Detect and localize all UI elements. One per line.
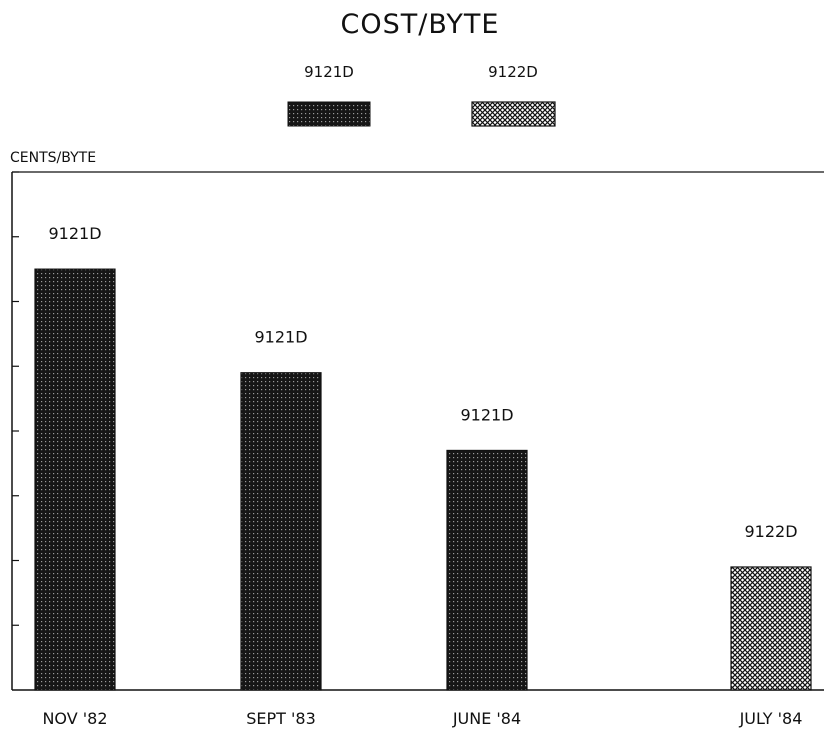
bar-labels: 9121D 9121D 9121D 9122D	[48, 224, 797, 541]
y-axis-label: CENTS/BYTE	[10, 150, 96, 166]
x-tick-label-1: NOV '82	[42, 709, 107, 728]
y-axis-ticks	[12, 171, 19, 626]
bar-1	[34, 268, 116, 691]
bar-label-3: 9121D	[460, 405, 513, 424]
bar-label-1: 9121D	[48, 224, 101, 243]
x-tick-label-3: JUNE '84	[452, 709, 521, 728]
legend-label-9121d: 9121D	[304, 63, 354, 81]
legend: 9121D 9122D	[287, 63, 556, 127]
bar-2	[240, 372, 322, 691]
x-tick-label-2: SEPT '83	[246, 709, 316, 728]
legend-swatch-9122d	[471, 101, 556, 127]
x-axis-tick-labels: NOV '82 SEPT '83 JUNE '84 JULY '84	[42, 709, 802, 728]
legend-label-9122d: 9122D	[488, 63, 538, 81]
bar-4	[730, 566, 812, 691]
plot-frame	[11, 171, 824, 691]
bar-label-4: 9122D	[744, 522, 797, 541]
bars	[34, 268, 812, 691]
x-tick-label-4: JULY '84	[739, 709, 803, 728]
legend-swatch-9121d	[287, 101, 371, 127]
bar-3	[446, 449, 528, 691]
chart-title: COST/BYTE	[341, 9, 500, 40]
bar-label-2: 9121D	[254, 328, 307, 347]
